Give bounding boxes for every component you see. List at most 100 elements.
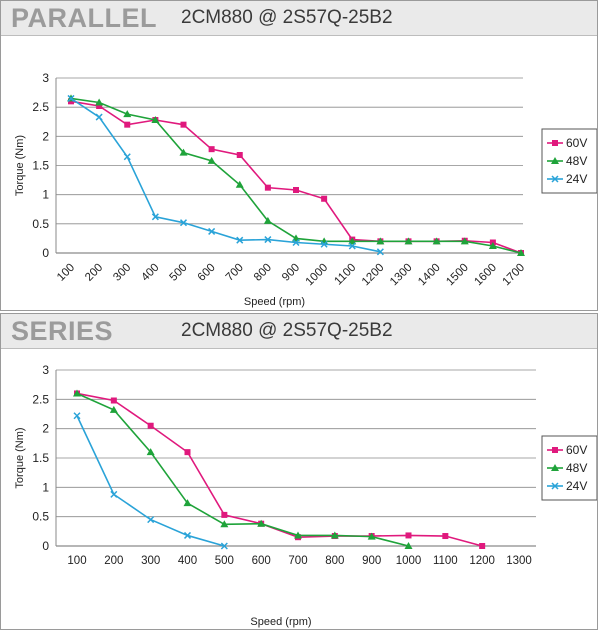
data-point <box>146 448 155 456</box>
data-point <box>293 187 299 193</box>
data-point <box>110 490 118 498</box>
y-tick-label: 1 <box>42 188 49 202</box>
legend: 60V 48V 24V <box>541 128 597 194</box>
x-tick-label: 800 <box>325 555 344 567</box>
x-tick-label: 1700 <box>501 262 528 289</box>
data-point <box>183 531 192 539</box>
data-point <box>96 103 103 109</box>
data-point <box>263 216 272 224</box>
x-tick-label: 700 <box>288 555 307 567</box>
x-tick-label: 300 <box>111 262 133 284</box>
y-tick-label: 2.5 <box>32 392 49 406</box>
data-point <box>236 236 244 244</box>
data-point <box>109 405 118 413</box>
legend-label: 60V <box>566 443 587 457</box>
data-point <box>321 195 328 202</box>
x-tick-label: 1200 <box>469 555 495 567</box>
data-point <box>404 237 413 245</box>
y-axis-label: Torque (Nm) <box>14 427 26 488</box>
legend-item: 48V <box>547 154 587 168</box>
y-tick-label: 1.5 <box>32 159 49 173</box>
legend-item: 24V <box>547 172 587 186</box>
x-tick-label: 600 <box>252 555 271 567</box>
series-line <box>76 392 483 547</box>
x-tick-label: 1600 <box>472 262 499 289</box>
data-point <box>73 389 81 397</box>
x-tick-label: 500 <box>168 262 190 284</box>
x-tick-label: 200 <box>104 555 123 567</box>
data-point <box>221 511 228 518</box>
data-point <box>264 236 272 244</box>
legend-item: 48V <box>547 461 587 475</box>
series-48V <box>73 389 413 549</box>
data-point <box>294 531 302 539</box>
data-point <box>183 499 192 507</box>
parallel-torque-chart: 0 0.5 1 1.5 2 2.5 3 100 200 300 400 500 600 700 800 900… <box>14 71 597 308</box>
data-point <box>151 213 159 221</box>
x-tick-label: 700 <box>224 262 246 284</box>
data-point <box>488 242 497 249</box>
data-point <box>257 519 266 527</box>
data-point <box>235 180 244 188</box>
data-point <box>179 148 188 156</box>
chart-header: PARALLEL 2CM880 @ 2S57Q-25B2 <box>1 1 597 36</box>
series-line <box>70 97 522 254</box>
x-axis-label: Speed (rpm) <box>250 616 311 628</box>
data-point <box>110 397 117 404</box>
x-tick-label: 1500 <box>444 262 471 289</box>
data-point <box>552 140 558 146</box>
data-point <box>442 533 449 540</box>
data-point <box>292 238 300 247</box>
y-tick-label: 0.5 <box>32 217 49 231</box>
x-tick-label: 300 <box>141 555 160 567</box>
data-point <box>552 447 558 453</box>
data-point <box>330 531 339 539</box>
x-tick-label: 200 <box>83 262 105 284</box>
data-point <box>551 157 559 164</box>
x-tick-label: 800 <box>252 262 274 284</box>
y-tick-label: 0.5 <box>32 510 49 524</box>
y-tick-label: 0 <box>42 539 49 553</box>
legend-label: 48V <box>566 461 587 475</box>
parallel-chart-panel: PARALLEL 2CM880 @ 2S57Q-25B2 0 0.5 1 1.5 2 2.… <box>0 0 598 311</box>
x-tick-label: 1300 <box>506 555 532 567</box>
data-point <box>236 152 243 158</box>
x-tick-label: 1200 <box>360 262 387 289</box>
legend-label: 48V <box>566 154 587 168</box>
model-title: 2CM880 @ 2S57Q-25B2 <box>181 320 393 341</box>
data-point <box>376 237 385 245</box>
series-line <box>70 100 522 254</box>
x-tick-label: 500 <box>215 555 234 567</box>
x-tick-label: 900 <box>362 555 381 567</box>
data-point <box>376 248 384 256</box>
data-point <box>124 121 131 128</box>
data-point <box>179 219 188 227</box>
series-24V <box>67 94 384 256</box>
data-point <box>220 542 228 550</box>
series-line <box>76 392 409 547</box>
data-point <box>367 532 376 540</box>
x-tick-label: 1300 <box>388 262 415 289</box>
x-tick-label: 1100 <box>332 262 358 288</box>
y-tick-label: 3 <box>42 71 49 85</box>
series-torque-chart: 0 0.5 1 1.5 2 2.5 3 100 200 300 400 500 600 700 800 900… <box>14 363 597 628</box>
x-tick-label: 900 <box>280 262 302 284</box>
chart-header: SERIES 2CM880 @ 2S57Q-25B2 <box>1 314 597 349</box>
y-tick-label: 2 <box>42 422 49 436</box>
x-tick-label: 1000 <box>304 262 331 289</box>
series-line <box>76 415 225 547</box>
y-tick-label: 1 <box>42 480 49 494</box>
y-tick-label: 1.5 <box>32 451 49 465</box>
legend-label: 24V <box>566 479 587 493</box>
series-chart-panel: SERIES 2CM880 @ 2S57Q-25B2 0 0.5 1 1.5 2 2.5 3… <box>0 313 598 630</box>
x-tick-label: 100 <box>55 262 77 284</box>
legend-item: 60V <box>547 443 587 457</box>
section-title: SERIES <box>11 316 114 346</box>
series-24V <box>73 412 228 550</box>
data-point <box>404 542 413 549</box>
data-point <box>517 249 525 256</box>
y-tick-label: 2.5 <box>32 100 49 114</box>
data-point <box>551 175 559 183</box>
legend-item: 60V <box>547 136 587 150</box>
data-point <box>320 240 328 248</box>
